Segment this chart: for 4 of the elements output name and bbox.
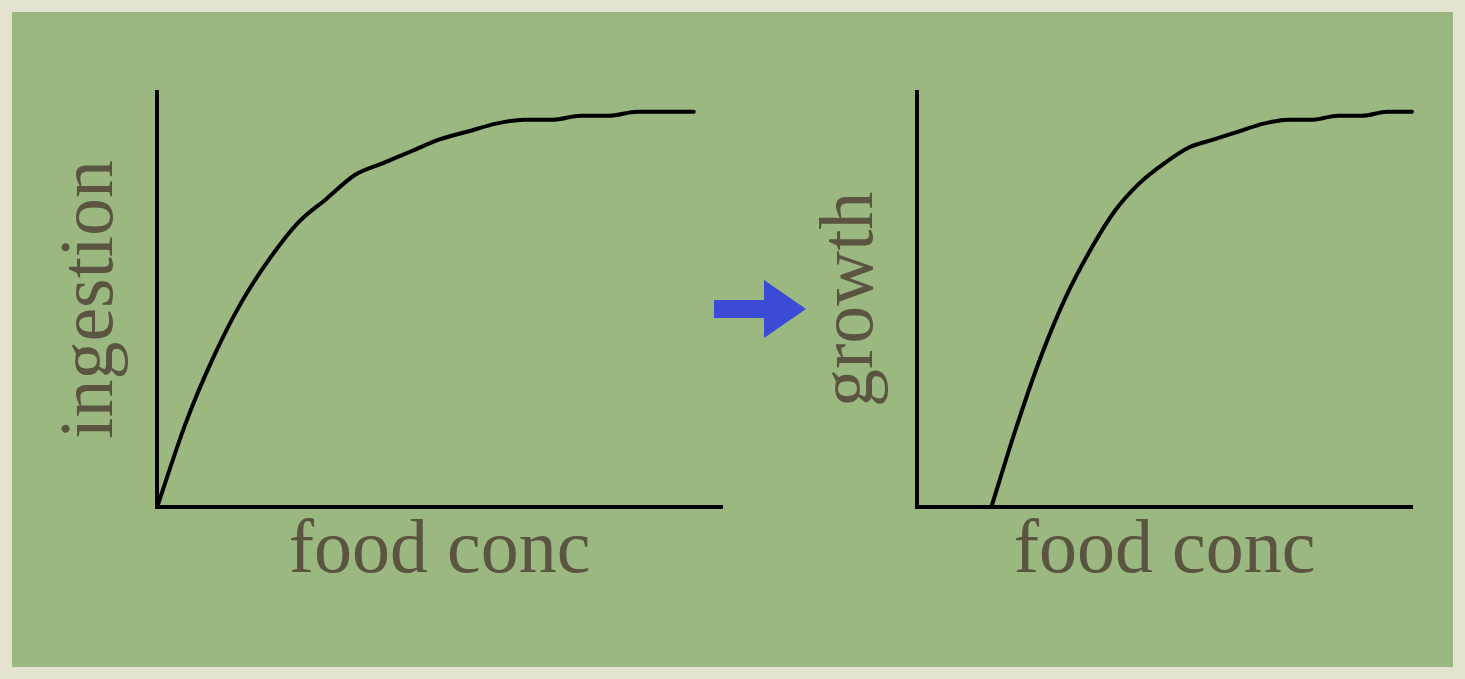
x-axis-title: food conc [288, 504, 591, 589]
x-axis-title: food conc [1013, 504, 1316, 589]
y-axis-title: growth [803, 191, 888, 408]
y-axis-title: ingestion [43, 160, 128, 439]
